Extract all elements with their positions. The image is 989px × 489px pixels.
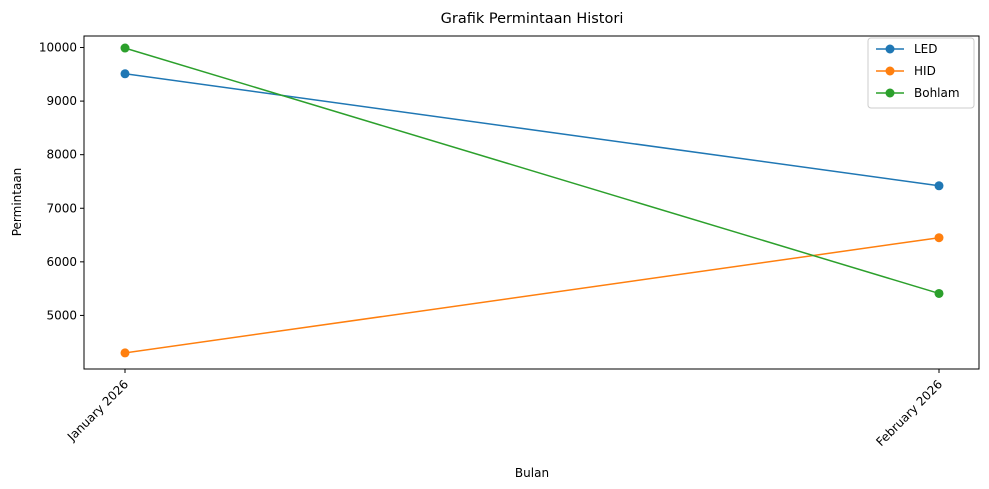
legend-label-bohlam: Bohlam — [914, 86, 960, 100]
data-point-led — [120, 69, 130, 79]
y-axis-title: Permintaan — [10, 168, 24, 237]
series-markers — [120, 43, 944, 358]
legend-frame — [867, 37, 975, 109]
y-axis: 5000 6000 7000 8000 9000 10000 — [39, 41, 84, 322]
series-line-hid — [124, 236, 940, 354]
y-tick-label: 5000 — [46, 308, 77, 322]
plot-area — [84, 36, 979, 369]
plot-frame — [83, 35, 980, 370]
data-point-hid — [934, 233, 944, 243]
legend-marker-bohlam — [885, 88, 895, 98]
y-tick-label: 9000 — [46, 94, 77, 108]
chart-title: Grafik Permintaan Histori — [441, 11, 624, 27]
series-lines — [124, 47, 940, 354]
series-line-bohlam — [124, 47, 940, 295]
y-tick-label: 8000 — [46, 148, 77, 162]
legend-label-hid: HID — [914, 64, 936, 78]
legend-marker-led — [885, 44, 895, 54]
y-tick-label: 7000 — [46, 201, 77, 215]
legend: LED HID Bohlam — [867, 37, 975, 109]
y-tick-label: 6000 — [46, 255, 77, 269]
data-point-bohlam — [120, 43, 130, 53]
data-point-hid — [120, 348, 130, 358]
data-point-bohlam — [934, 288, 944, 298]
data-point-led — [934, 181, 944, 191]
legend-marker-hid — [885, 66, 895, 76]
x-axis-title: Bulan — [515, 466, 549, 480]
y-tick-label: 10000 — [39, 41, 77, 55]
legend-label-led: LED — [914, 42, 938, 56]
series-line-led — [124, 73, 940, 187]
